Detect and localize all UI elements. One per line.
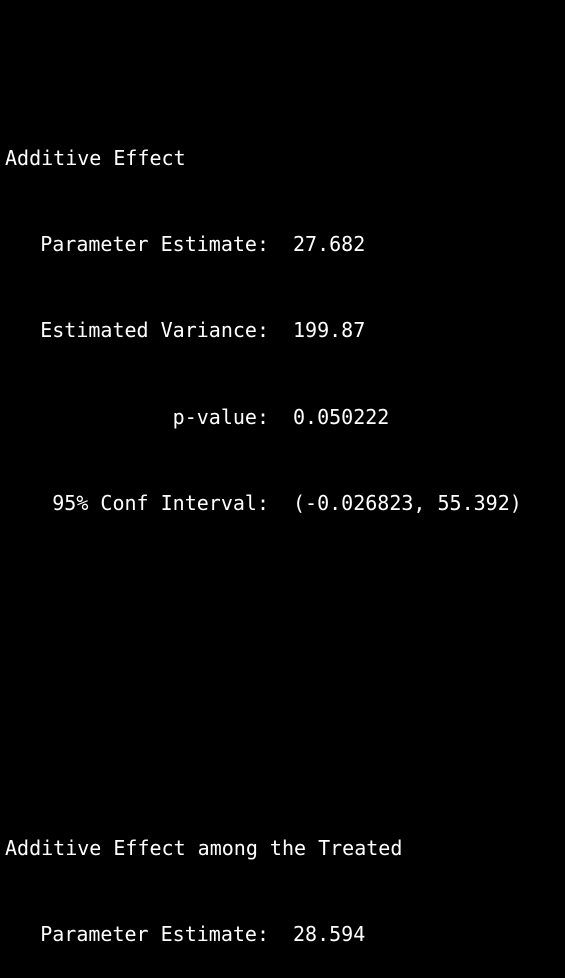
row-value: 27.682 xyxy=(293,232,366,256)
row-label: Estimated Variance: xyxy=(40,318,269,343)
result-row: p-value: 0.050222 xyxy=(5,403,565,432)
row-value: 199.87 xyxy=(293,318,366,343)
row-value: (-0.026823, 55.392) xyxy=(293,490,522,515)
result-section: Additive Effect Parameter Estimate: 27.68… xyxy=(5,86,565,575)
row-value: 28.594 xyxy=(293,922,366,946)
row-label: Parameter Estimate: xyxy=(40,922,269,946)
result-row: 95% Conf Interval: (-0.026823, 55.392) xyxy=(5,489,565,518)
row-value: 0.050222 xyxy=(293,404,390,429)
result-row: Parameter Estimate: 27.682 xyxy=(5,230,565,259)
result-row: Parameter Estimate: 28.594 xyxy=(5,920,565,949)
console-output: Additive Effect Parameter Estimate: 27.68… xyxy=(5,0,565,946)
row-label: 95% Conf Interval: xyxy=(52,490,269,515)
row-label: p-value: xyxy=(172,404,269,429)
section-title: Additive Effect xyxy=(5,145,186,170)
blank-line xyxy=(5,661,565,690)
result-row: Estimated Variance: 199.87 xyxy=(5,316,565,345)
result-section: Additive Effect among the Treated Parame… xyxy=(5,776,565,978)
row-label: Parameter Estimate: xyxy=(40,232,269,256)
section-title: Additive Effect among the Treated xyxy=(5,835,403,860)
